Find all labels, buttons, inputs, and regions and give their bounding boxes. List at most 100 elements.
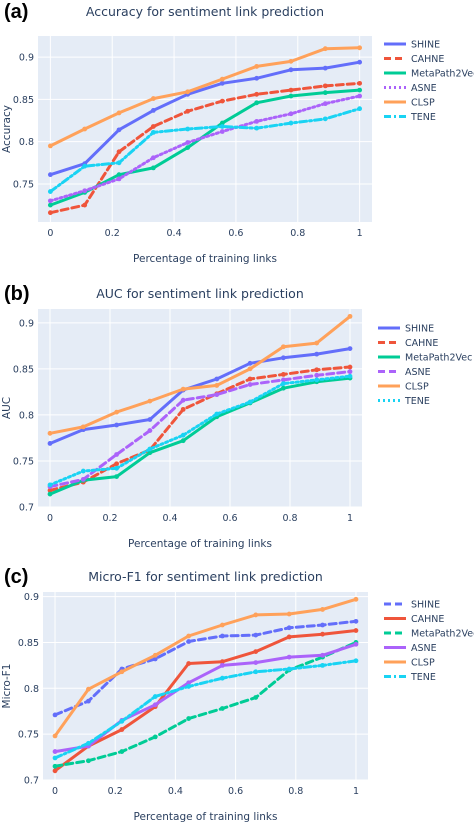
data-point-clsp — [247, 366, 253, 372]
data-point-tene — [86, 740, 91, 746]
legend-entry-asne: ASNE — [411, 643, 437, 654]
data-point-metapath2vec — [47, 202, 53, 208]
x-tick-label: 1 — [357, 228, 363, 239]
data-point-tene — [116, 160, 122, 166]
data-point-tene — [180, 432, 186, 438]
y-axis-title: AUC — [1, 397, 13, 419]
data-point-metapath2vec — [253, 695, 259, 700]
data-point-clsp — [47, 143, 53, 149]
x-tick-label: 0.6 — [228, 786, 243, 797]
data-point-asne — [116, 176, 122, 182]
data-point-tene — [253, 669, 259, 675]
data-point-tene — [47, 482, 53, 488]
x-tick-label: 1 — [347, 513, 353, 524]
x-tick-label: 0.4 — [168, 786, 183, 797]
panel-label: (c) — [4, 566, 28, 588]
legend-entry-metapath2vec: MetaPath2Vec — [411, 629, 474, 640]
x-tick-label: 0.8 — [288, 786, 303, 797]
data-point-cahne — [247, 376, 253, 382]
legend-entry-tene: TENE — [404, 396, 430, 407]
data-point-asne — [186, 680, 192, 686]
data-point-clsp — [219, 76, 225, 82]
data-point-shine — [152, 656, 158, 662]
series-line-tene — [53, 659, 358, 760]
series-line-clsp — [48, 46, 362, 148]
data-point-shine — [116, 127, 122, 133]
series-line-clsp — [48, 314, 352, 435]
data-point-cahne — [353, 628, 359, 633]
data-point-clsp — [185, 89, 191, 95]
x-tick-label: 0.4 — [167, 228, 182, 239]
y-tick-label: 0.9 — [19, 53, 34, 64]
data-point-metapath2vec — [52, 763, 58, 769]
data-point-clsp — [147, 398, 153, 404]
series-line-cahne — [48, 365, 352, 492]
data-point-metapath2vec — [116, 172, 122, 178]
data-point-clsp — [347, 313, 353, 319]
x-tick-label: 0.4 — [162, 513, 177, 524]
data-point-metapath2vec — [114, 474, 119, 480]
data-point-asne — [52, 749, 58, 754]
data-point-shine — [347, 346, 353, 351]
x-tick-label: 0.8 — [282, 513, 297, 524]
data-point-shine — [219, 80, 225, 86]
data-point-cahne — [185, 108, 191, 114]
chart-panel-0: (a) Accuracy for sentiment link predictio… — [1, 1, 474, 265]
data-point-clsp — [320, 607, 325, 612]
series-line-metapath2vec — [53, 640, 358, 768]
data-point-asne — [281, 377, 286, 383]
data-point-tene — [314, 377, 320, 383]
data-point-metapath2vec — [281, 385, 286, 391]
data-point-tene — [114, 465, 119, 471]
y-tick-label: 0.85 — [13, 364, 34, 375]
data-point-shine — [314, 351, 320, 357]
data-point-asne — [247, 382, 253, 387]
data-point-clsp — [214, 383, 220, 388]
data-point-clsp — [152, 652, 158, 658]
series-line-shine — [48, 60, 362, 177]
data-point-clsp — [253, 612, 259, 618]
legend-entry-asne: ASNE — [405, 367, 431, 378]
data-point-tene — [52, 755, 58, 761]
data-point-shine — [247, 360, 253, 366]
y-tick-label: 0.9 — [24, 592, 39, 603]
data-point-shine — [281, 355, 286, 361]
data-point-cahne — [286, 634, 292, 640]
legend-entry-clsp: CLSP — [411, 658, 435, 669]
data-point-asne — [286, 654, 292, 660]
data-point-clsp — [186, 633, 192, 639]
data-point-tene — [219, 675, 225, 681]
data-point-metapath2vec — [322, 90, 328, 96]
data-point-clsp — [322, 46, 328, 52]
series-line-cahne — [53, 629, 358, 773]
data-point-cahne — [47, 210, 53, 216]
data-point-tene — [357, 106, 363, 112]
legend-entry-cahne: CAHNE — [411, 54, 444, 65]
data-point-metapath2vec — [254, 100, 260, 106]
data-point-asne — [114, 452, 119, 457]
data-point-cahne — [82, 202, 88, 208]
data-point-cahne — [116, 149, 122, 155]
legend-entry-shine: SHINE — [411, 40, 440, 51]
data-point-metapath2vec — [288, 93, 294, 99]
x-axis-title: Percentage of training links — [133, 253, 277, 265]
series-line-shine — [53, 619, 358, 717]
panel-label: (a) — [4, 1, 28, 23]
series-line-asne — [48, 370, 352, 489]
data-point-tene — [147, 446, 153, 452]
data-point-shine — [253, 632, 259, 638]
legend-entry-cahne: CAHNE — [411, 614, 444, 625]
data-point-shine — [86, 698, 91, 704]
data-point-cahne — [119, 727, 125, 732]
legend-entry-asne: ASNE — [411, 83, 437, 94]
data-point-clsp — [80, 424, 86, 430]
data-point-cahne — [254, 91, 260, 97]
data-point-shine — [150, 108, 156, 113]
data-point-asne — [47, 198, 53, 204]
data-point-asne — [150, 155, 156, 161]
data-point-metapath2vec — [180, 438, 186, 444]
data-point-metapath2vec — [185, 145, 191, 151]
chart-panel-2: (c) Micro-F1 for sentiment link predictio… — [1, 566, 474, 823]
data-point-cahne — [288, 87, 294, 93]
data-point-cahne — [180, 406, 186, 412]
